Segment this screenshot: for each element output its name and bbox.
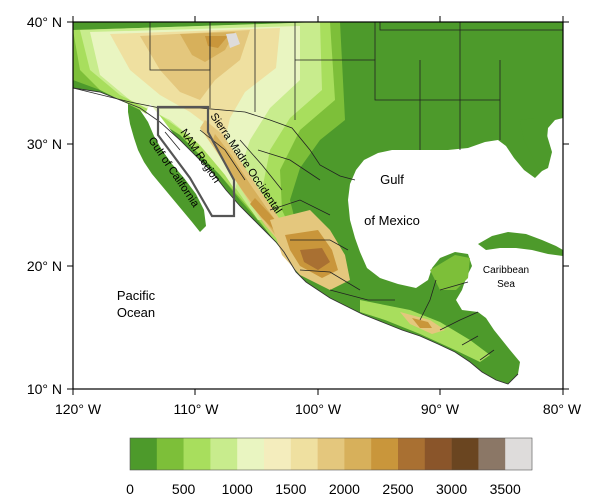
- lon-tick-label: 110° W: [173, 401, 219, 417]
- lat-tick-label: 30° N: [27, 136, 62, 152]
- colorbar-tick-label: 3500: [490, 481, 521, 497]
- gulf-of-california-water: [146, 104, 218, 212]
- colorbar-tick-label: 2500: [382, 481, 413, 497]
- colorbar-labels: 0 500 1000 1500 2000 2500 3000 3500: [126, 481, 521, 497]
- label-gulf-of-mexico-line1: Gulf: [380, 172, 404, 187]
- lon-tick-label: 90° W: [421, 401, 460, 417]
- colorbar-swatch: [290, 438, 318, 470]
- axis-ticks: [67, 16, 569, 395]
- colorbar-swatch: [183, 438, 211, 470]
- land-cuba: [478, 232, 563, 256]
- nam-region-box: [156, 105, 236, 218]
- colorbar-tick-label: 2000: [329, 481, 360, 497]
- colorbar-tick-label: 0: [126, 481, 134, 497]
- colorbar-tick-label: 1000: [222, 481, 253, 497]
- lon-tick-label: 120° W: [55, 401, 102, 417]
- colorbar-tick-label: 3000: [436, 481, 467, 497]
- political-boundaries: [73, 22, 563, 361]
- elevation-colorbar: [129, 437, 533, 471]
- land-florida: [520, 118, 552, 172]
- label-pacific-ocean-line1: Pacific: [117, 288, 156, 303]
- colorbar-frame: [129, 437, 533, 471]
- colorbar-tick-label: 500: [172, 481, 196, 497]
- colorbar-swatch: [451, 438, 479, 470]
- coastline: [73, 87, 519, 385]
- colorbar-swatch: [156, 438, 184, 470]
- gulf-of-mexico-water: [354, 150, 492, 272]
- label-caribbean-sea-line2: Sea: [497, 279, 515, 290]
- colorbar-swatch: [371, 438, 399, 470]
- colorbar-swatch: [210, 438, 238, 470]
- label-gulf-of-mexico-line2: of Mexico: [364, 213, 420, 228]
- colorbar-swatch: [237, 438, 265, 470]
- label-pacific-ocean-line2: Ocean: [117, 305, 155, 320]
- lon-tick-label: 100° W: [295, 401, 342, 417]
- land-baja: [128, 102, 206, 232]
- colorbar-swatch: [344, 438, 372, 470]
- colorbar-swatch: [264, 438, 292, 470]
- lat-tick-label: 10° N: [27, 381, 62, 397]
- map-area: [73, 22, 563, 389]
- label-caribbean-sea-line1: Caribbean: [483, 265, 529, 276]
- colorbar-swatch: [130, 438, 158, 470]
- colorbar-swatch: [398, 438, 426, 470]
- elevation-shading: [73, 22, 490, 362]
- colorbar-swatch: [505, 438, 533, 470]
- colorbar-swatch: [317, 438, 345, 470]
- lat-tick-label: 40° N: [27, 14, 62, 30]
- lon-tick-label: 80° W: [543, 401, 582, 417]
- colorbar-swatch: [478, 438, 506, 470]
- colorbar-tick-label: 1500: [275, 481, 306, 497]
- colorbar-swatch: [424, 438, 452, 470]
- lat-tick-label: 20° N: [27, 258, 62, 274]
